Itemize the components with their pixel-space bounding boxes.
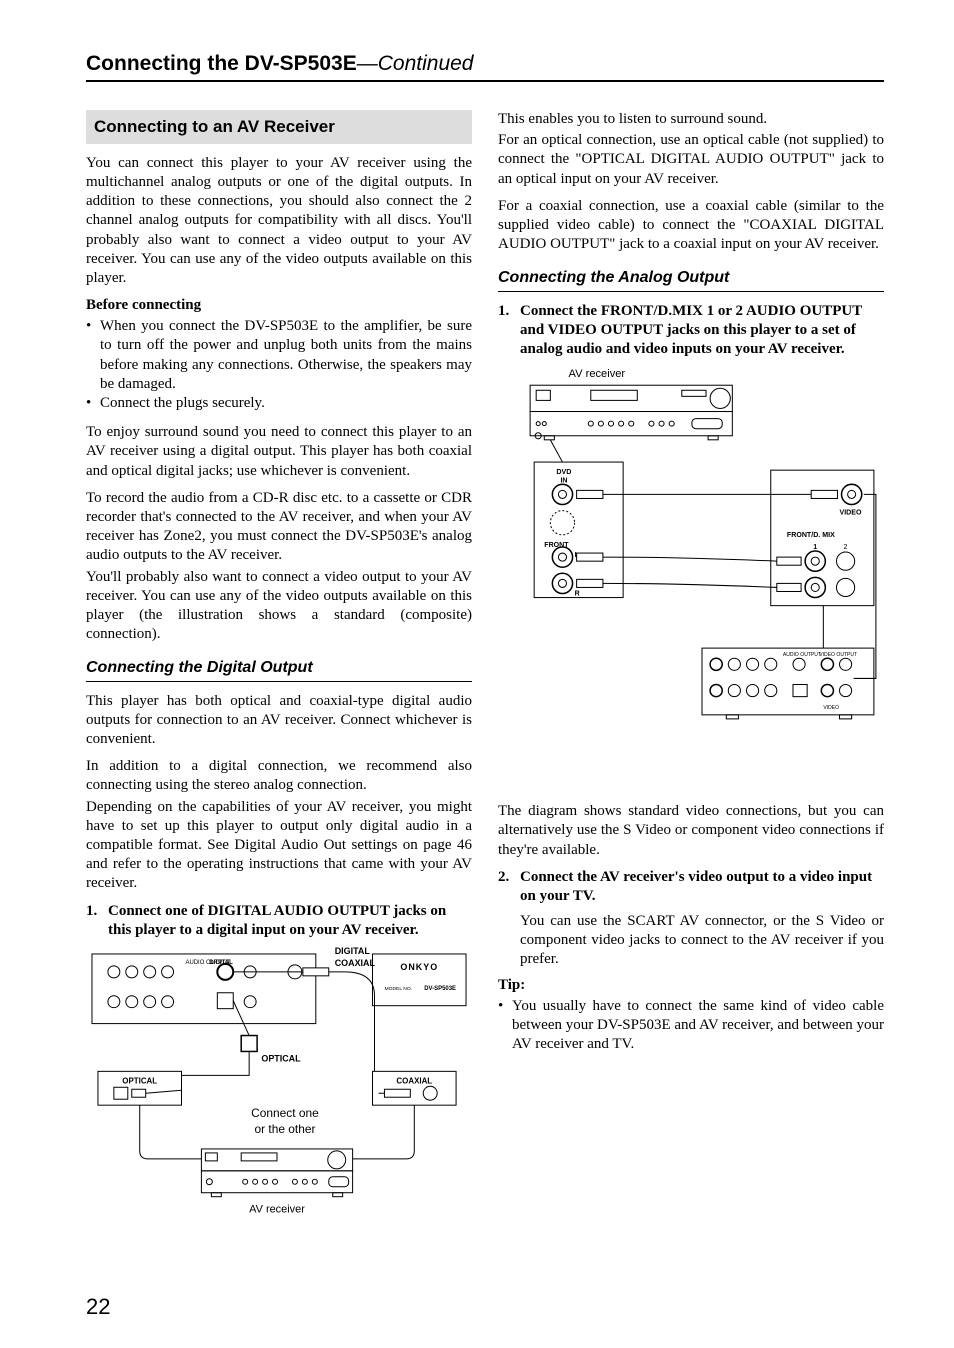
step-number: 1.	[86, 902, 108, 940]
paragraph: This player has both optical and coaxial…	[86, 692, 472, 750]
model-label: DV-SP503E	[424, 986, 456, 992]
paragraph: To record the audio from a CD-R disc etc…	[86, 489, 472, 566]
analog-diagram-svg: AV receiver DVD IN	[520, 365, 884, 788]
step-item: 1.Connect one of DIGITAL AUDIO OUTPUT ja…	[86, 902, 472, 940]
paragraph: You'll probably also want to connect a v…	[86, 568, 472, 645]
analog-steps: 1.Connect the FRONT/D.MIX 1 or 2 AUDIO O…	[498, 302, 884, 360]
coaxial-label: COAXIAL	[335, 958, 376, 968]
analog-step-2: 2.Connect the AV receiver's video output…	[498, 868, 884, 906]
two-column-layout: Connecting to an AV Receiver You can con…	[86, 110, 884, 1249]
model-no-label: MODEL NO.	[384, 986, 412, 992]
paragraph: This enables you to listen to surround s…	[498, 110, 884, 129]
page-number: 22	[86, 1294, 110, 1320]
step-note: You can use the SCART AV connector, or t…	[520, 912, 884, 970]
paragraph: For a coaxial connection, use a coaxial …	[498, 197, 884, 255]
digital-steps: 1.Connect one of DIGITAL AUDIO OUTPUT ja…	[86, 902, 472, 940]
digital-diagram-svg: AUDIO OUTPUT DIGITAL ONKYO MODEL NO. DV-…	[86, 946, 472, 1235]
header-title: Connecting the DV-SP503E	[86, 52, 357, 75]
paragraph: The diagram shows standard video connect…	[498, 802, 884, 860]
tip-bullets: •You usually have to connect the same ki…	[498, 997, 884, 1055]
paragraph: In addition to a digital connection, we …	[86, 757, 472, 795]
bullet-dot: •	[498, 997, 512, 1055]
optical-box-label: OPTICAL	[122, 1076, 157, 1085]
page-header: Connecting the DV-SP503E—Continued	[86, 52, 884, 82]
dvd-in-label2: IN	[560, 478, 567, 485]
intro-paragraph: You can connect this player to your AV r…	[86, 154, 472, 288]
bullet-item: •When you connect the DV-SP503E to the a…	[86, 317, 472, 394]
one-label: 1	[813, 544, 817, 551]
connect-text-1: Connect one	[251, 1106, 319, 1120]
step-text: Connect the FRONT/D.MIX 1 or 2 AUDIO OUT…	[520, 302, 884, 360]
step-number: 1.	[498, 302, 520, 360]
step-text: Connect the AV receiver's video output t…	[520, 868, 884, 906]
bullet-item: •You usually have to connect the same ki…	[498, 997, 884, 1055]
optical-label: OPTICAL	[261, 1053, 301, 1063]
coaxial-box-label: COAXIAL	[396, 1076, 432, 1085]
bullet-dot: •	[86, 394, 100, 413]
r-label: R	[575, 591, 580, 598]
subsection-title-analog: Connecting the Analog Output	[498, 268, 884, 291]
two-label: 2	[844, 544, 848, 551]
digital-diagram: AUDIO OUTPUT DIGITAL ONKYO MODEL NO. DV-…	[86, 946, 472, 1241]
av-receiver-label-top: AV receiver	[569, 368, 626, 380]
label-digital-small: DIGITAL	[209, 960, 233, 966]
brand-label: ONKYO	[400, 962, 438, 972]
step-item: 2.Connect the AV receiver's video output…	[498, 868, 884, 906]
digital-label: DIGITAL	[335, 946, 371, 956]
step-number: 2.	[498, 868, 520, 906]
left-column: Connecting to an AV Receiver You can con…	[86, 110, 472, 1249]
av-receiver-label: AV receiver	[249, 1204, 305, 1216]
bullet-item: •Connect the plugs securely.	[86, 394, 472, 413]
paragraph: Depending on the capabilities of your AV…	[86, 798, 472, 894]
before-connecting-heading: Before connecting	[86, 296, 472, 315]
step-item: 1.Connect the FRONT/D.MIX 1 or 2 AUDIO O…	[498, 302, 884, 360]
before-bullets: •When you connect the DV-SP503E to the a…	[86, 317, 472, 413]
subsection-title-digital: Connecting the Digital Output	[86, 658, 472, 681]
bullet-text: You usually have to connect the same kin…	[512, 997, 884, 1055]
section-title: Connecting to an AV Receiver	[86, 110, 472, 144]
header-subtitle: —Continued	[357, 52, 474, 75]
s-video-label: VIDEO	[823, 705, 839, 711]
bullet-text: Connect the plugs securely.	[100, 394, 472, 413]
analog-diagram: AV receiver DVD IN	[498, 365, 884, 794]
video-output-label: VIDEO OUTPUT	[819, 653, 857, 659]
bullet-text: When you connect the DV-SP503E to the am…	[100, 317, 472, 394]
bullet-dot: •	[86, 317, 100, 394]
audio-output-label: AUDIO OUTPUT	[783, 653, 821, 659]
paragraph: For an optical connection, use an optica…	[498, 131, 884, 189]
front-dmix-label: FRONT/D. MIX	[787, 532, 835, 539]
right-column: This enables you to listen to surround s…	[498, 110, 884, 1249]
step-text: Connect one of DIGITAL AUDIO OUTPUT jack…	[108, 902, 472, 940]
paragraph: To enjoy surround sound you need to conn…	[86, 423, 472, 481]
dvd-in-label: DVD	[556, 470, 571, 477]
connect-text-2: or the other	[254, 1122, 315, 1136]
video-label: VIDEO	[840, 510, 862, 517]
tip-heading: Tip:	[498, 976, 884, 995]
